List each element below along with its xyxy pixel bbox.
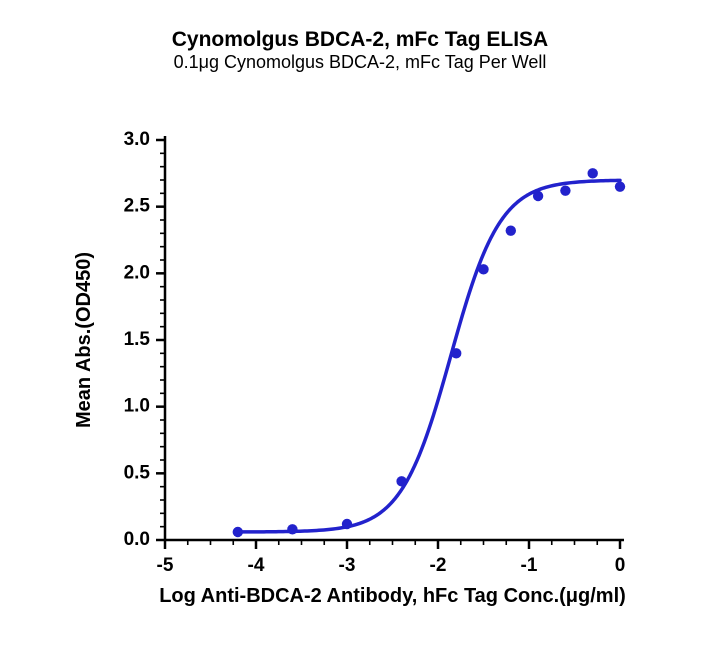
- elisa-chart-svg: 0.0 0.5 1.0 1.5 2.0 2.5 3.0 -5 -4 -3 -2 -1 0 Log Anti…: [0, 0, 720, 659]
- x-axis-label: Log Anti-BDCA-2 Antibody, hFc Tag Conc.(…: [159, 585, 626, 607]
- data-point: [342, 519, 352, 529]
- y-tick-label: 0.0: [124, 529, 150, 550]
- data-point: [451, 348, 461, 358]
- data-point: [560, 185, 570, 195]
- y-tick-label: 1.0: [124, 396, 150, 417]
- data-point: [615, 181, 625, 191]
- y-tick-label: 2.0: [124, 262, 150, 283]
- x-tick-label: -1: [521, 555, 538, 576]
- data-point: [478, 264, 488, 274]
- y-tick-label: 1.5: [124, 329, 151, 350]
- data-point: [533, 191, 543, 201]
- data-point: [287, 524, 297, 534]
- dose-response-curve: [238, 180, 620, 532]
- y-tick-label: 2.5: [124, 196, 151, 217]
- data-point: [396, 476, 406, 486]
- x-tick-label: -3: [339, 555, 356, 576]
- y-axis-label: Mean Abs.(OD450): [73, 252, 95, 428]
- y-tick-label: 3.0: [124, 129, 150, 150]
- y-tick-label: 0.5: [124, 462, 151, 483]
- data-point: [233, 527, 243, 537]
- x-tick-label: -5: [157, 555, 174, 576]
- x-tick-label: -4: [248, 555, 265, 576]
- x-tick-label: 0: [615, 555, 626, 576]
- data-point: [506, 225, 516, 235]
- data-point: [588, 168, 598, 178]
- chart-area: 0.0 0.5 1.0 1.5 2.0 2.5 3.0 -5 -4 -3 -2 -1 0 Log Anti…: [0, 0, 720, 659]
- x-tick-label: -2: [430, 555, 447, 576]
